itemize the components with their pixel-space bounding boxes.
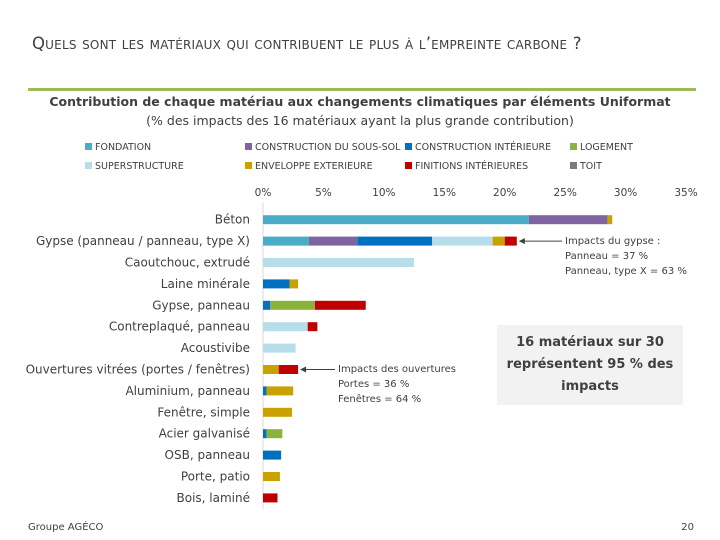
bar-segment: [263, 343, 296, 353]
slide-title: Quels sont les matériaux qui contribuent…: [32, 34, 582, 53]
x-tick-label: 35%: [674, 187, 697, 199]
category-label: Porte, patio: [181, 470, 250, 484]
bar-segment: [263, 279, 290, 289]
chart-title: Contribution de chaque matériau aux chan…: [49, 94, 671, 109]
bar-segment: [263, 236, 309, 246]
gypse-annotation: Impacts du gypse : Panneau = 37 % Pannea…: [565, 234, 687, 279]
bar-segment: [607, 215, 613, 225]
chart-title-block: Contribution de chaque matériau aux chan…: [0, 92, 720, 130]
x-tick-label: 25%: [553, 187, 576, 199]
legend-swatch: [85, 162, 92, 169]
bar-segment: [266, 386, 294, 396]
bar-segment: [270, 300, 315, 310]
category-label: Acier galvanisé: [159, 427, 250, 441]
category-label: Ouvertures vitrées (portes / fenêtres): [26, 363, 250, 377]
bar-segment: [308, 236, 358, 246]
category-label: Acoustivibe: [181, 341, 250, 355]
category-label: Béton: [215, 213, 250, 227]
bar-segment: [314, 300, 366, 310]
gypse-annotation-line: Impacts du gypse :: [565, 236, 661, 247]
bar-segment: [263, 493, 278, 503]
legend-swatch: [85, 143, 92, 150]
x-tick-label: 30%: [614, 187, 637, 199]
title-rule: [28, 88, 696, 91]
bar-segment: [263, 450, 282, 460]
bar-segment: [492, 236, 505, 246]
bar-segment: [263, 258, 415, 267]
ouvertures-arrowhead: [300, 366, 307, 373]
category-label: Contreplaqué, panneau: [109, 320, 250, 334]
bar-segment: [278, 365, 299, 374]
chart-subtitle: (% des impacts des 16 matériaux ayant la…: [146, 113, 574, 128]
category-label: Caoutchouc, extrudé: [125, 256, 250, 270]
bar-segment: [263, 407, 293, 417]
bar-segment: [307, 322, 318, 332]
bar-segment: [263, 300, 271, 310]
legend-label: ENVELOPPE EXTERIEURE: [255, 161, 373, 172]
legend-label: FINITIONS INTÉRIEURES: [415, 160, 528, 172]
category-label: Fenêtre, simple: [157, 405, 250, 419]
bar-segment: [263, 386, 267, 396]
bar-segment: [266, 429, 283, 439]
ouvertures-annotation-line: Fenêtres = 64 %: [338, 394, 422, 405]
category-label: Gypse (panneau / panneau, type X): [36, 234, 250, 248]
category-label: Gypse, panneau: [152, 298, 250, 312]
x-tick-label: 5%: [315, 187, 332, 199]
summary-callout-text: 16 matériaux sur 30 représentent 95 % de…: [506, 335, 674, 394]
gypse-annotation-line: Panneau, type X = 63 %: [565, 266, 687, 277]
bar-segment: [528, 215, 608, 225]
legend-label: SUPERSTRUCTURE: [95, 161, 184, 172]
ouvertures-annotation-line: Impacts des ouvertures: [338, 364, 457, 375]
gypse-arrowhead: [518, 238, 525, 245]
bar-segment: [357, 236, 433, 246]
footer-organization: Groupe AGÉCO: [28, 522, 104, 533]
x-tick-label: 0%: [255, 187, 272, 199]
legend-label: CONSTRUCTION DU SOUS-SOL: [255, 142, 401, 153]
legend-swatch: [570, 162, 577, 169]
category-label: Bois, laminé: [177, 491, 251, 505]
ouvertures-annotation: Impacts des ouvertures Portes = 36 % Fen…: [338, 362, 456, 407]
legend-label: TOIT: [579, 161, 602, 172]
bar-segment: [432, 236, 493, 246]
legend-swatch: [245, 162, 252, 169]
legend-swatch: [405, 162, 412, 169]
legend-label: CONSTRUCTION INTÉRIEURE: [415, 141, 551, 153]
bar-segment: [263, 429, 267, 439]
legend-swatch: [245, 143, 252, 150]
bar-segment: [263, 215, 529, 225]
bar-segment: [263, 365, 279, 374]
bar-segment: [263, 472, 280, 481]
category-label: Aluminium, panneau: [125, 384, 250, 398]
ouvertures-annotation-line: Portes = 36 %: [338, 379, 410, 390]
legend-swatch: [570, 143, 577, 150]
bar-segment: [289, 279, 299, 289]
legend-label: LOGEMENT: [580, 142, 633, 153]
x-tick-label: 10%: [372, 187, 395, 199]
bar-segment: [504, 236, 517, 246]
legend-swatch: [405, 143, 412, 150]
category-label: Laine minérale: [161, 277, 250, 291]
x-tick-label: 20%: [493, 187, 516, 199]
bar-segment: [263, 322, 308, 332]
page-number: 20: [681, 522, 694, 533]
x-tick-label: 15%: [433, 187, 456, 199]
summary-callout: 16 matériaux sur 30 représentent 95 % de…: [497, 325, 683, 405]
legend-label: FONDATION: [95, 142, 151, 153]
gypse-annotation-line: Panneau = 37 %: [565, 251, 649, 262]
category-label: OSB, panneau: [165, 448, 250, 462]
